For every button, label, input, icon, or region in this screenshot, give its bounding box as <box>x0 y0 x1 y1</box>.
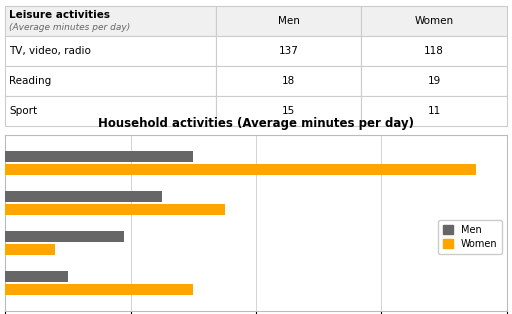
Text: Leisure activities: Leisure activities <box>9 10 110 20</box>
Text: 11: 11 <box>428 106 441 116</box>
Bar <box>5 204 225 215</box>
Text: (Average minutes per day): (Average minutes per day) <box>9 23 131 32</box>
Bar <box>5 284 194 295</box>
Bar <box>5 96 216 126</box>
Text: 15: 15 <box>282 106 295 116</box>
Text: 19: 19 <box>428 76 441 86</box>
Text: 18: 18 <box>282 76 295 86</box>
Bar <box>5 36 216 66</box>
Text: 137: 137 <box>279 46 298 56</box>
Bar <box>5 231 124 242</box>
Bar <box>216 96 361 126</box>
Text: Women: Women <box>415 16 454 26</box>
Bar <box>361 66 507 96</box>
Bar <box>216 66 361 96</box>
Bar <box>5 66 216 96</box>
Title: Household activities (Average minutes per day): Household activities (Average minutes pe… <box>98 117 414 130</box>
Bar <box>5 191 162 202</box>
Text: 118: 118 <box>424 46 444 56</box>
Bar <box>5 244 55 255</box>
Bar <box>361 6 507 36</box>
Text: Reading: Reading <box>9 76 51 86</box>
Bar <box>5 6 216 36</box>
Bar <box>5 151 194 162</box>
Bar <box>216 6 361 36</box>
Bar <box>5 271 68 282</box>
Text: TV, video, radio: TV, video, radio <box>9 46 91 56</box>
Bar <box>361 96 507 126</box>
Legend: Men, Women: Men, Women <box>438 220 502 254</box>
Text: Men: Men <box>278 16 300 26</box>
Bar <box>216 36 361 66</box>
Text: Sport: Sport <box>9 106 37 116</box>
Bar <box>361 36 507 66</box>
Bar <box>5 164 476 175</box>
